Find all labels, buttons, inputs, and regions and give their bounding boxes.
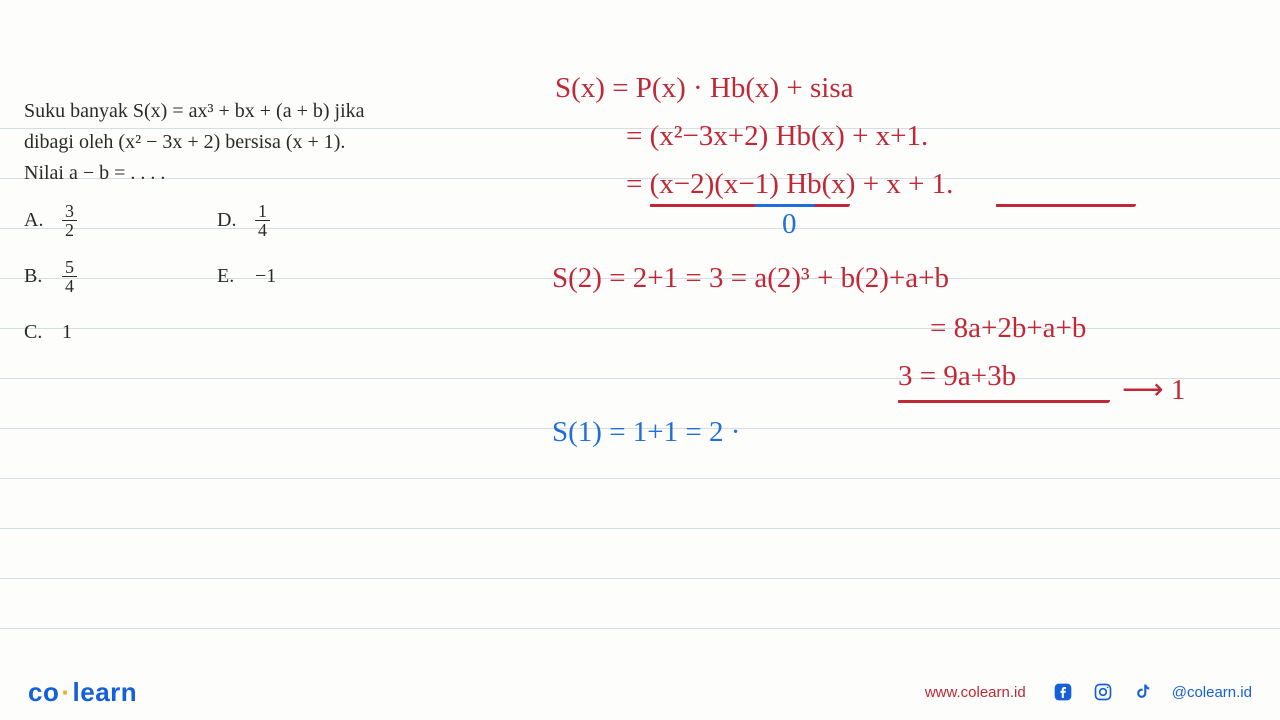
underline-3 [898,400,1110,403]
handwriting-r6: 3 = 9a+3b [898,360,1016,393]
underline-0 [650,204,850,207]
handwriting-r1: S(x) = P(x) · Hb(x) + sisa [555,72,854,105]
footer-url: www.colearn.id [925,684,1026,701]
footer-bar: co·learn www.colearn.id @colearn.id [0,664,1280,720]
tiktok-icon [1132,681,1154,703]
footer-handle: @colearn.id [1172,684,1252,701]
handwriting-b2: 0 [782,208,797,241]
handwriting-r7: ⟶ 1 [1122,372,1185,407]
brand-logo: co·learn [28,677,137,708]
underline-2 [996,204,1136,207]
handwriting-r3: = (x−2)(x−1) Hb(x) + x + 1. [626,168,953,201]
handwriting-r5: = 8a+2b+a+b [930,312,1086,345]
handwriting-r4: S(2) = 2+1 = 3 = a(2)³ + b(2)+a+b [552,262,949,295]
handwriting-layer: S(x) = P(x) · Hb(x) + sisa = (x²−3x+2) Hb… [0,0,1280,720]
instagram-icon [1092,681,1114,703]
handwriting-b1: S(1) = 1+1 = 2 · [552,416,740,449]
facebook-icon [1052,681,1074,703]
handwriting-r2: = (x²−3x+2) Hb(x) + x+1. [626,120,928,153]
underline-1 [755,204,815,207]
